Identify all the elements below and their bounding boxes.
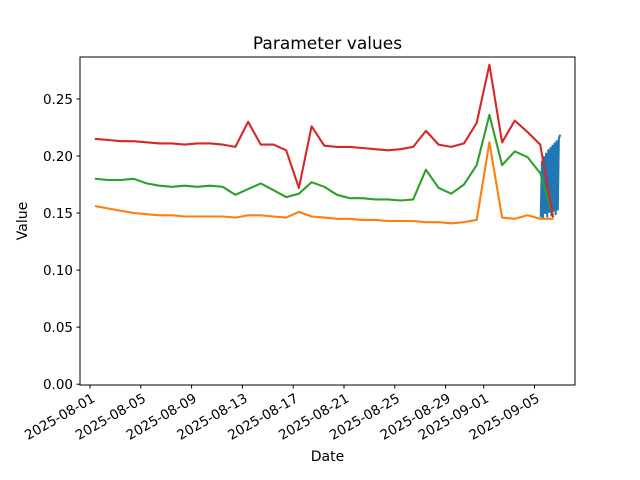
plot-area: 0.000.050.100.150.200.252025-08-012025-0… [22,56,576,444]
y-axis-label: Value [15,202,31,240]
series-line-orange [94,141,554,225]
axes-spines [79,56,576,386]
y-tick-label: 0.25 [43,92,73,108]
series-line-green [94,113,554,218]
y-tick-label: 0.00 [43,377,73,393]
y-tick-label: 0.05 [43,320,73,336]
y-tick-label: 0.20 [43,149,73,165]
y-tick-label: 0.15 [43,206,73,222]
y-tick-label: 0.10 [43,263,73,279]
series-line-blue-highfreq [539,134,561,219]
series-line-red [94,63,554,218]
x-axis-label: Date [311,449,344,465]
chart-title: Parameter values [253,34,402,54]
